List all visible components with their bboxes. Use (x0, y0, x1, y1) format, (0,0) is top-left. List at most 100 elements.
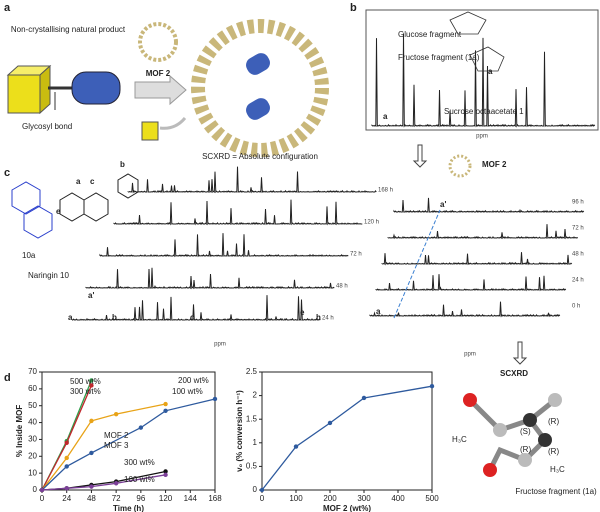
guest (246, 53, 270, 75)
data-point (113, 481, 119, 486)
panel-letter: b (350, 2, 357, 14)
data-point (89, 418, 94, 424)
peak-label: b (112, 313, 117, 322)
y-tick-label: 30 (28, 435, 37, 444)
spectrum (371, 33, 596, 128)
spectrum (375, 274, 567, 292)
data-point (64, 440, 69, 445)
peak-label: a' (88, 291, 94, 300)
stereo-label: (R) (548, 447, 559, 456)
data-point (361, 395, 367, 401)
data-point (64, 455, 69, 461)
label: Glucose fragment (398, 30, 462, 39)
plot-frame (41, 371, 216, 491)
y-tick-label: 1.5 (246, 414, 258, 423)
spectrum (113, 199, 363, 226)
series-label: 300 wt% (70, 387, 101, 396)
time-label: 0 h (572, 304, 580, 310)
y-tick-label: 0 (253, 485, 258, 494)
label: H₃C (452, 435, 467, 444)
mof-icon (448, 154, 472, 178)
site: c (90, 177, 95, 186)
mof-structure (191, 19, 329, 157)
stereo-label: (S) (520, 427, 531, 436)
y-tick-label: 2.5 (246, 367, 258, 376)
label: MOF 2 (482, 160, 507, 169)
site: b (120, 160, 125, 169)
annotation: MOF 3 (104, 441, 129, 450)
label: Sucrose octaacetate 1 (444, 107, 524, 116)
x-tick-label: 0 (40, 494, 45, 503)
x-tick-label: 144 (184, 494, 198, 503)
data-point (39, 487, 45, 493)
label: SCXRD = Absolute configuration (202, 152, 318, 161)
time-label: 48 h (336, 284, 348, 290)
peak-label: h (316, 313, 321, 322)
peak-label: a (68, 313, 73, 322)
series-label: 500 wt% (70, 377, 101, 386)
data-point (89, 383, 94, 388)
label: MOF 2 (146, 69, 171, 78)
x-tick-label: 168 (208, 494, 222, 503)
time-label: 48 h (572, 252, 584, 258)
x-tick-label: 100 (289, 494, 303, 503)
series-line (41, 398, 216, 491)
label: Fructose fragment (1a) (515, 487, 597, 496)
label: a (488, 67, 493, 76)
spectrum (99, 233, 349, 258)
x-axis-label: MOF 2 (wt%) (323, 504, 371, 512)
data-point (163, 401, 168, 407)
time-label: 24 h (572, 278, 584, 284)
panel-letter: d (4, 372, 11, 384)
data-point (163, 469, 168, 474)
spectrum (127, 166, 377, 194)
data-point (138, 425, 144, 430)
guest (246, 98, 270, 120)
series-label: 300 wt% (124, 458, 155, 467)
data-point (89, 450, 94, 456)
site: e (56, 207, 61, 216)
x-tick-label: 300 (357, 494, 371, 503)
label: a (383, 112, 388, 121)
x-axis-label: Time (h) (113, 504, 144, 512)
y-tick-label: 50 (28, 401, 37, 410)
axis-label: ppm (214, 342, 226, 348)
label: H₃C (550, 465, 565, 474)
structure (449, 11, 505, 72)
peak-label: c (190, 313, 195, 322)
series-line (41, 380, 93, 491)
site: a (76, 177, 81, 186)
data-point (163, 472, 168, 478)
panel-letter: a (4, 2, 11, 14)
label: SCXRD (500, 369, 528, 378)
data-point (113, 411, 119, 417)
mof-icon (138, 22, 178, 62)
label: Non-crystallising natural product (11, 25, 126, 34)
arrow (412, 144, 428, 168)
data-point (89, 484, 94, 489)
peak-label: a (376, 307, 381, 316)
spectrum-frame (365, 9, 599, 131)
data-point (293, 444, 299, 449)
data-point (259, 487, 265, 493)
x-tick-label: 72 (112, 494, 121, 503)
data-point (429, 383, 435, 389)
time-label: 72 h (350, 252, 362, 258)
series-line (261, 385, 433, 491)
arrow-back (159, 117, 187, 130)
spectrum (393, 197, 585, 214)
label: 10a (22, 251, 36, 260)
x-tick-label: 48 (87, 494, 96, 503)
shift-arrow (393, 209, 441, 319)
stacked-spectra: 96 h 72 h 48 h 24 h 0 h (369, 197, 585, 318)
x-tick-label: 0 (260, 494, 265, 503)
x-tick-label: 400 (391, 494, 405, 503)
series-label: 200 wt% (178, 376, 209, 385)
spectrum (85, 267, 335, 290)
time-label: 72 h (572, 226, 584, 232)
cube-small (141, 121, 159, 141)
series-label: 100 wt% (172, 387, 203, 396)
x-tick-label: 96 (136, 494, 145, 503)
label: Glycosyl bond (22, 122, 72, 131)
stereo-label: (R) (520, 445, 531, 454)
